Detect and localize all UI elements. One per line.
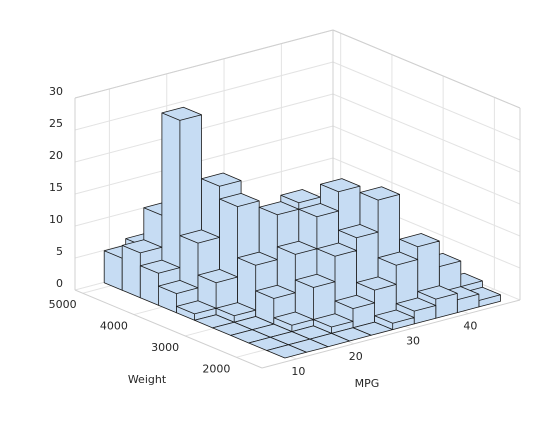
z-tick-label: 10 [49,213,63,226]
z-tick-label: 25 [49,117,63,130]
z-grid-line [74,93,334,163]
z-grid-line [74,61,334,131]
axis-box-edge [74,29,334,99]
bar [197,269,238,316]
axis-box-edge [332,29,521,109]
axis-box-edge [74,289,263,369]
y-tick-label: 2000 [202,362,230,375]
bar [266,344,307,359]
x-tick-label: 20 [349,350,363,363]
y-axis-label: Weight [128,373,167,386]
x-tick-label: 30 [406,335,420,348]
y-tick-label: 5000 [49,298,77,311]
y-tick-label: 4000 [100,320,128,333]
z-tick-label: 0 [56,277,63,290]
z-tick-label: 15 [49,181,63,194]
z-grid-line [332,61,521,141]
z-grid-line [332,125,521,205]
z-grid-line [74,125,334,195]
x-tick-label: 10 [291,365,305,378]
z-tick-label: 5 [56,245,63,258]
z-tick-label: 30 [49,85,63,98]
z-tick-label: 20 [49,149,63,162]
z-grid-line [332,93,521,173]
x-axis-label: MPG [355,377,380,390]
y-tick-label: 3000 [151,341,179,354]
bar [176,300,217,321]
x-tick-label: 40 [463,320,477,333]
z-grid-line [332,157,521,237]
axis-box-edge [261,299,521,369]
